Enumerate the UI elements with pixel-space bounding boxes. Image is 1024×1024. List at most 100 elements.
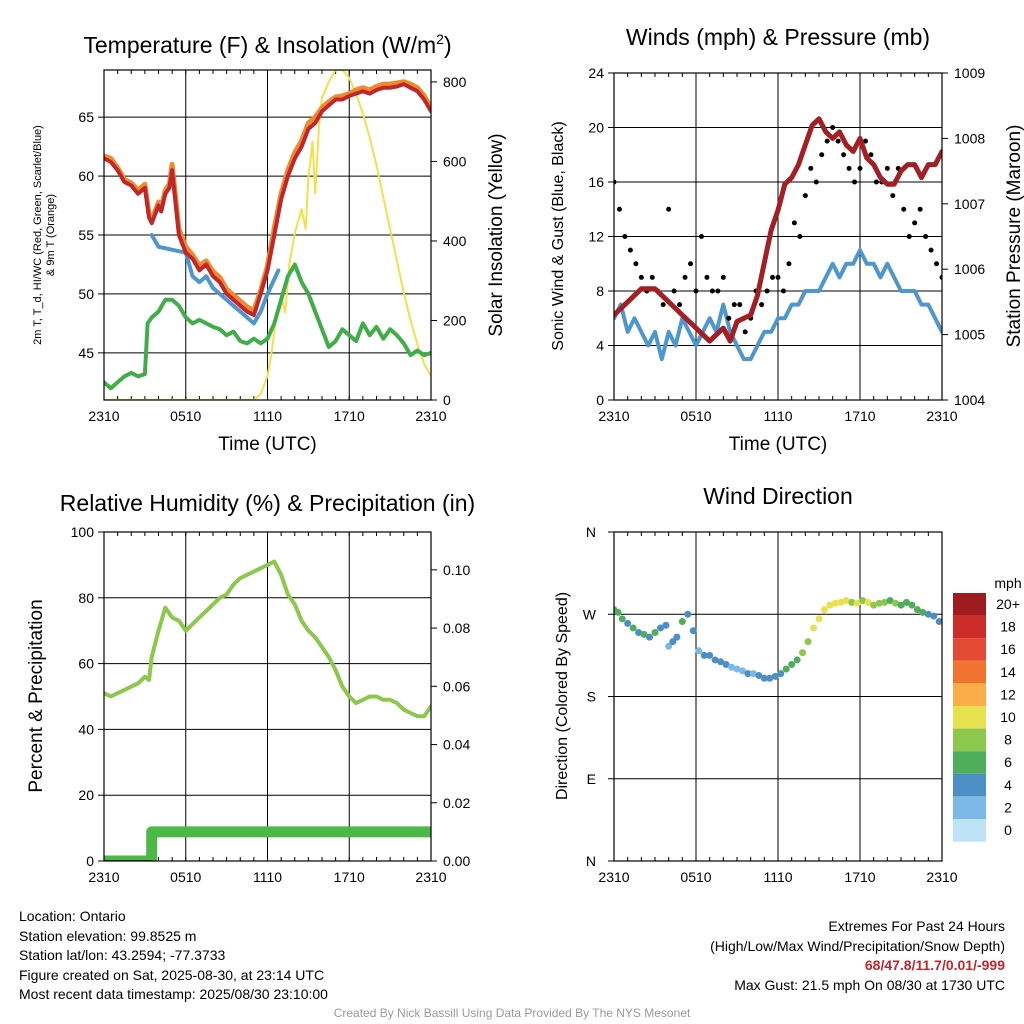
colorbar-label: 14 bbox=[1000, 664, 1016, 680]
gust-point bbox=[770, 274, 776, 280]
y-tick-label: 60 bbox=[78, 656, 94, 672]
series-layer bbox=[104, 70, 431, 400]
dewpoint-line bbox=[104, 262, 431, 391]
gust-point bbox=[873, 179, 879, 185]
x-tick-label: 1110 bbox=[763, 869, 792, 885]
direction-point bbox=[799, 649, 807, 657]
gust-point bbox=[791, 220, 797, 226]
y-axis-label: Direction (Colored By Speed) bbox=[554, 592, 571, 800]
gust-point bbox=[884, 165, 890, 171]
y-tick-label: 55 bbox=[78, 227, 94, 243]
gust-point bbox=[906, 234, 912, 239]
x-tick-label: 2310 bbox=[415, 408, 446, 424]
extremes-legend: (High/Low/Max Wind/Precipitation/Snow De… bbox=[710, 937, 1005, 954]
colorbar-swatch bbox=[953, 638, 986, 661]
colorbar-title: mph bbox=[994, 575, 1021, 591]
gust-point bbox=[688, 261, 694, 267]
direction-point bbox=[924, 610, 932, 618]
gust-point bbox=[846, 165, 852, 171]
gust-point bbox=[852, 179, 858, 185]
chart-title: Temperature (F) & Insolation (W/m2) bbox=[83, 31, 451, 58]
y-tick-label: 0 bbox=[596, 392, 604, 408]
direction-point bbox=[870, 601, 878, 609]
y2-tick-label: 200 bbox=[443, 312, 467, 328]
direction-point bbox=[842, 597, 850, 605]
gust-point bbox=[797, 234, 803, 239]
colorbar-label: 2 bbox=[1004, 799, 1012, 815]
direction-point bbox=[826, 601, 834, 609]
speed-colorbar: mph 20+ 18 16 14 12 10 8 6 4 2 0 bbox=[953, 575, 1022, 842]
y-axis-label: Percent & Precipitation bbox=[26, 599, 47, 792]
y-tick-label: 80 bbox=[78, 590, 94, 606]
gust-point bbox=[671, 288, 677, 294]
gust-point bbox=[780, 288, 786, 294]
extremes-heading: Extremes For Past 24 Hours bbox=[828, 918, 1005, 934]
direction-point bbox=[755, 671, 763, 679]
y2-tick-label: 0.00 bbox=[443, 853, 470, 869]
direction-point bbox=[782, 665, 790, 673]
y2-tick-label: 1004 bbox=[954, 392, 985, 408]
x-tick-label: 2310 bbox=[598, 869, 629, 885]
gust-point bbox=[737, 302, 743, 308]
y2-tick-label: 400 bbox=[443, 233, 467, 249]
extremes-info: Extremes For Past 24 Hours (High/Low/Max… bbox=[710, 917, 1005, 995]
gust-point bbox=[890, 193, 896, 199]
gust-point bbox=[868, 152, 874, 158]
gust-point bbox=[704, 274, 710, 280]
credit-line: Created By Nick Bassill Using Data Provi… bbox=[333, 1006, 691, 1020]
direction-point bbox=[777, 670, 785, 678]
y-tick-label: 24 bbox=[588, 65, 604, 81]
y-tick-label: 50 bbox=[78, 286, 94, 302]
direction-point bbox=[728, 663, 736, 671]
station-pressure-line bbox=[614, 116, 942, 344]
gust-point bbox=[917, 206, 923, 212]
direction-point bbox=[881, 598, 889, 606]
direction-point bbox=[864, 598, 872, 606]
y-tick-label: W bbox=[583, 606, 597, 622]
gust-point bbox=[912, 220, 918, 226]
temp-2m-line bbox=[104, 82, 431, 318]
relative-humidity-line bbox=[104, 559, 431, 719]
direction-point bbox=[788, 661, 796, 669]
direction-point bbox=[913, 606, 921, 614]
colorbar-label: 6 bbox=[1004, 754, 1012, 770]
sonic-wind-line bbox=[614, 248, 942, 362]
gust-point bbox=[862, 138, 868, 144]
direction-point bbox=[760, 674, 768, 682]
direction-point bbox=[700, 651, 708, 659]
chart-title: Winds (mph) & Pressure (mb) bbox=[626, 24, 930, 50]
gust-point bbox=[614, 179, 617, 185]
y-tick-label: 20 bbox=[78, 787, 94, 803]
colorbar-swatch bbox=[953, 615, 986, 639]
direction-point bbox=[853, 599, 861, 607]
direction-point bbox=[766, 674, 774, 682]
direction-point bbox=[744, 670, 752, 678]
y2-tick-label: 0.08 bbox=[443, 620, 470, 636]
gust-point bbox=[802, 193, 808, 199]
y-tick-label: N bbox=[586, 853, 596, 869]
y2-tick-label: 1005 bbox=[954, 327, 985, 343]
direction-point bbox=[706, 651, 714, 659]
solar-insolation-line bbox=[104, 70, 431, 400]
y2-axis-label: Station Pressure (Maroon) bbox=[1004, 125, 1024, 348]
colorbar-swatch bbox=[953, 593, 986, 616]
y2-tick-label: 1009 bbox=[954, 65, 985, 81]
direction-point bbox=[749, 670, 757, 678]
gust-point bbox=[775, 274, 781, 280]
x-axis-label: Time (UTC) bbox=[729, 434, 828, 455]
gust-point bbox=[627, 247, 633, 253]
x-tick-label: 1710 bbox=[334, 869, 365, 885]
station-location: Location: Ontario bbox=[19, 908, 126, 924]
y2-tick-label: 1006 bbox=[954, 261, 985, 277]
x-axis-label: Time (UTC) bbox=[218, 434, 317, 455]
colorbar-swatch bbox=[953, 796, 986, 819]
direction-point bbox=[886, 597, 894, 605]
chart-title: Wind Direction bbox=[703, 483, 853, 509]
gust-point bbox=[638, 274, 644, 280]
direction-point bbox=[810, 624, 818, 632]
plot-border bbox=[613, 72, 943, 401]
y2-tick-label: 800 bbox=[443, 74, 467, 90]
y-tick-label: 40 bbox=[78, 721, 94, 737]
y-axis-label: 2m T, T_d, HI/WC (Red, Green, Scarlet/Bl… bbox=[32, 125, 57, 345]
gust-point bbox=[616, 206, 622, 212]
